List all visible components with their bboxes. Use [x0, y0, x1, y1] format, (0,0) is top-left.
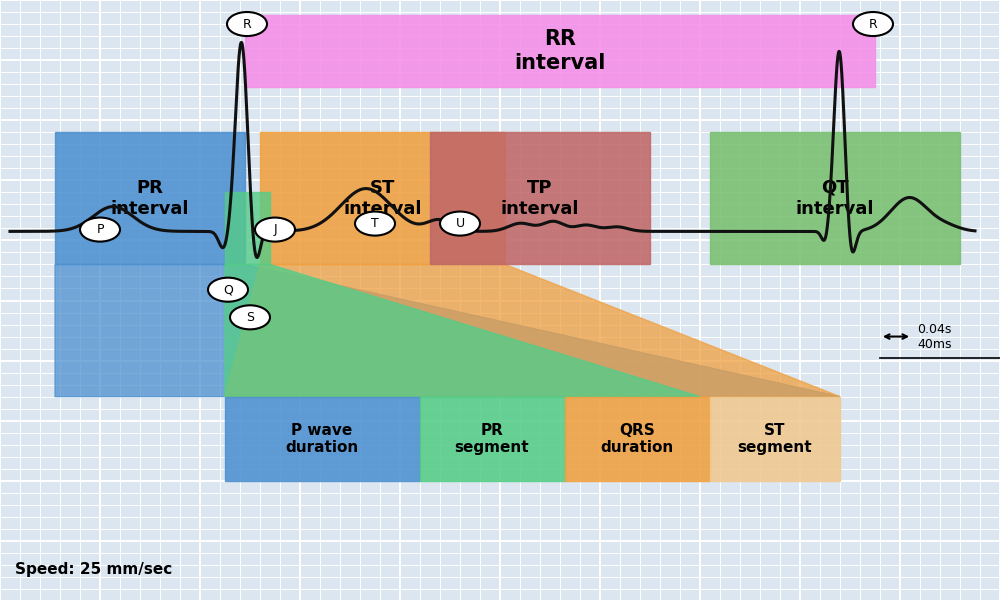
Bar	[430, 132, 650, 264]
Circle shape	[440, 212, 480, 236]
Text: T: T	[371, 217, 379, 230]
Bar	[710, 132, 960, 264]
Text: P: P	[96, 223, 104, 236]
Text: S: S	[246, 311, 254, 324]
Circle shape	[227, 12, 267, 36]
Bar	[245, 15, 875, 87]
Text: PR
interval: PR interval	[111, 179, 189, 218]
Text: R: R	[243, 17, 251, 31]
Bar	[565, 397, 710, 481]
Text: RR
interval: RR interval	[514, 29, 606, 73]
Text: P wave
duration: P wave duration	[285, 423, 359, 455]
Circle shape	[230, 305, 270, 329]
Text: ST
segment: ST segment	[738, 423, 812, 455]
Polygon shape	[225, 264, 840, 397]
Circle shape	[355, 212, 395, 236]
Text: U: U	[455, 217, 465, 230]
Circle shape	[255, 218, 295, 242]
Text: R: R	[869, 17, 877, 31]
Text: TP
interval: TP interval	[501, 179, 579, 218]
Text: QRS
duration: QRS duration	[600, 423, 674, 455]
Bar	[55, 132, 245, 264]
Text: 0.04s
40ms: 0.04s 40ms	[917, 323, 952, 350]
Bar	[710, 397, 840, 481]
Bar	[420, 397, 565, 481]
Bar	[225, 397, 420, 481]
Polygon shape	[55, 264, 840, 397]
Bar	[260, 132, 505, 264]
Text: PR
segment: PR segment	[455, 423, 529, 455]
Bar	[225, 192, 270, 264]
Text: Speed: 25 mm/sec: Speed: 25 mm/sec	[15, 562, 172, 577]
Circle shape	[208, 278, 248, 302]
Text: J: J	[273, 223, 277, 236]
Polygon shape	[225, 264, 700, 397]
Text: ST
interval: ST interval	[343, 179, 422, 218]
Text: QT
interval: QT interval	[796, 179, 874, 218]
Circle shape	[80, 218, 120, 242]
Circle shape	[853, 12, 893, 36]
Text: Q: Q	[223, 283, 233, 296]
